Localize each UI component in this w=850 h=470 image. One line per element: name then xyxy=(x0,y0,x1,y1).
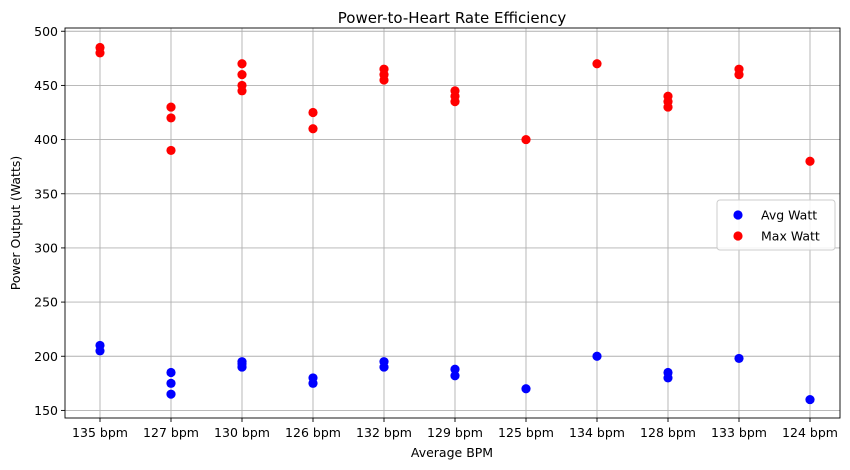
data-point xyxy=(166,145,176,156)
data-point xyxy=(308,124,318,134)
data-point xyxy=(663,91,673,101)
x-tick-label: 128 bpm xyxy=(640,425,696,440)
x-tick-label: 129 bpm xyxy=(427,425,483,440)
x-tick-label: 124 bpm xyxy=(782,425,838,440)
x-tick-label: 126 bpm xyxy=(285,425,341,440)
data-point xyxy=(450,371,460,381)
data-point xyxy=(450,364,460,374)
data-point xyxy=(166,389,176,399)
plot-frame xyxy=(64,27,841,419)
y-tick-label: 500 xyxy=(34,24,58,39)
x-tick-label: 127 bpm xyxy=(143,425,199,440)
data-point xyxy=(592,351,602,361)
series-0 xyxy=(95,340,815,405)
data-point xyxy=(592,59,602,69)
x-tick-label: 125 bpm xyxy=(498,425,554,440)
y-tick-label: 200 xyxy=(34,349,58,364)
legend-box xyxy=(716,199,836,251)
data-point xyxy=(379,357,389,367)
data-point xyxy=(166,102,176,112)
data-point xyxy=(166,113,176,123)
y-tick-label: 150 xyxy=(34,403,58,418)
data-point xyxy=(166,378,176,388)
y-tick-label: 350 xyxy=(34,186,58,201)
y-tick-label: 400 xyxy=(34,132,58,147)
data-point xyxy=(95,42,105,53)
data-point xyxy=(237,69,247,80)
legend-label: Avg Watt xyxy=(761,208,817,223)
y-tick-label: 450 xyxy=(34,78,58,93)
data-point xyxy=(805,394,815,405)
legend: Avg Watt Max Watt xyxy=(716,199,836,251)
data-point xyxy=(805,156,815,166)
x-tick-label: 130 bpm xyxy=(214,425,270,440)
chart-title: Power-to-Heart Rate Efficiency xyxy=(338,9,567,27)
data-point xyxy=(450,86,460,96)
series-1 xyxy=(95,42,815,166)
x-tick-label: 133 bpm xyxy=(711,425,767,440)
x-tick-label: 135 bpm xyxy=(72,425,128,440)
data-point xyxy=(237,357,247,367)
data-point xyxy=(308,373,318,383)
y-tick-label: 300 xyxy=(34,240,58,255)
data-point xyxy=(734,353,744,364)
data-point xyxy=(166,367,176,378)
axis-ticks: 135 bpm 127 bpm 130 bpm 126 bpm 132 bpm 129 b… xyxy=(34,24,838,440)
data-point xyxy=(734,64,744,74)
data-point xyxy=(663,367,673,378)
legend-marker xyxy=(733,210,743,220)
x-axis-label: Average BPM xyxy=(411,445,493,460)
data-point xyxy=(521,134,531,145)
y-tick-label: 250 xyxy=(34,295,58,310)
legend-marker xyxy=(733,231,743,241)
y-axis-label: Power Output (Watts) xyxy=(8,156,23,290)
data-points xyxy=(95,42,815,405)
data-point xyxy=(521,384,531,394)
data-point xyxy=(308,107,318,118)
data-point xyxy=(95,340,105,351)
x-tick-label: 132 bpm xyxy=(356,425,412,440)
x-tick-label: 134 bpm xyxy=(569,425,625,440)
data-point xyxy=(237,59,247,69)
data-point xyxy=(379,64,389,74)
data-point xyxy=(237,80,247,91)
legend-label: Max Watt xyxy=(761,229,820,244)
